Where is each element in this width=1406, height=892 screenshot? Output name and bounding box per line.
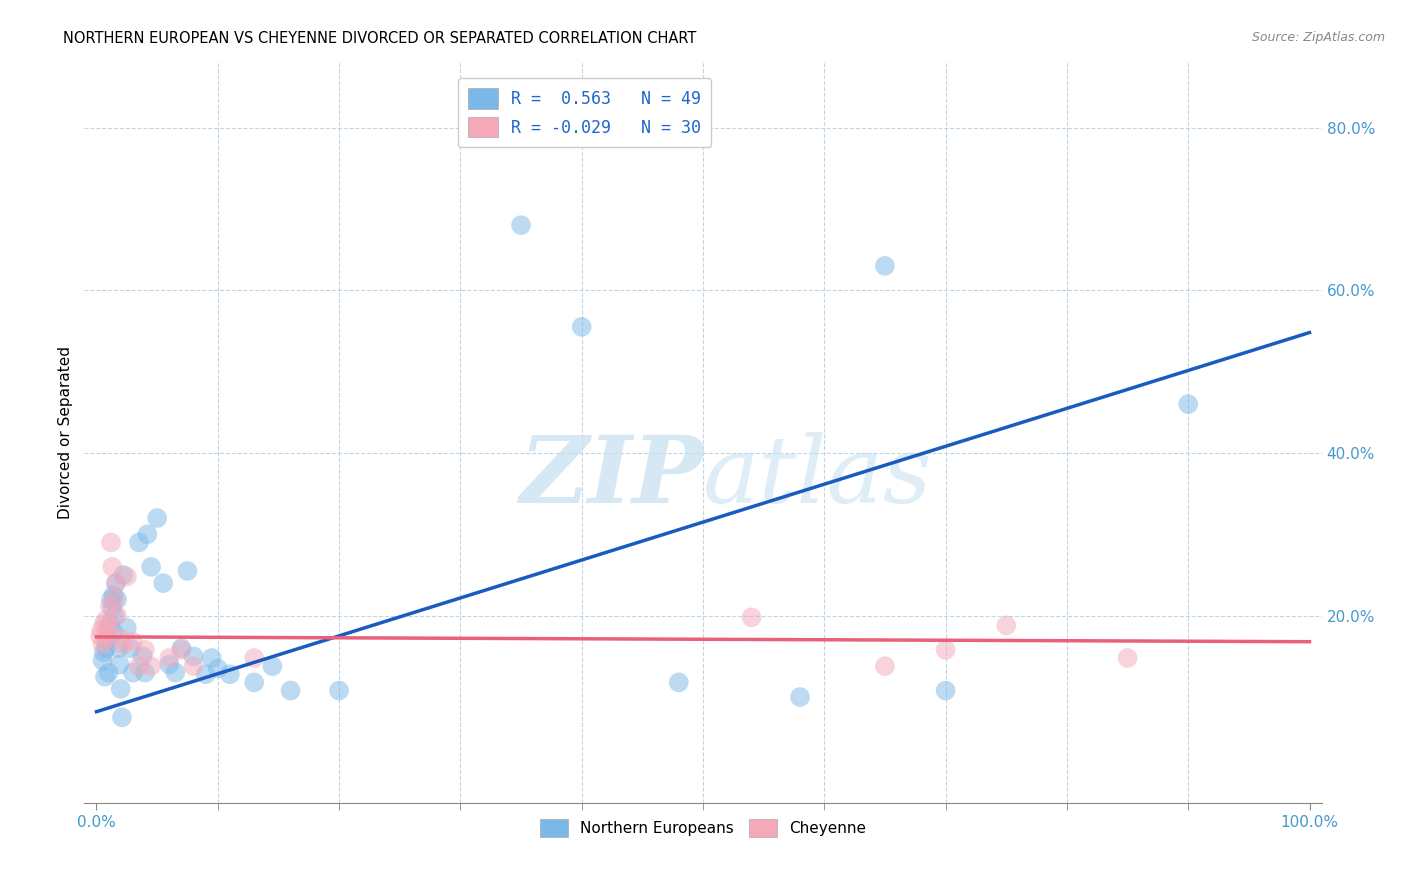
- Point: [122, 634, 145, 648]
- Point: [104, 608, 127, 623]
- Point: [100, 535, 122, 549]
- Point: [108, 657, 131, 672]
- Point: [97, 665, 120, 680]
- Point: [935, 643, 957, 657]
- Point: [128, 535, 150, 549]
- Point: [91, 637, 114, 651]
- Point: [89, 629, 111, 643]
- Point: [152, 576, 174, 591]
- Point: [262, 659, 284, 673]
- Point: [935, 683, 957, 698]
- Point: [120, 641, 142, 656]
- Point: [789, 690, 811, 704]
- Point: [94, 670, 117, 684]
- Point: [98, 599, 121, 613]
- Point: [96, 633, 118, 648]
- Point: [112, 637, 135, 651]
- Point: [194, 667, 217, 681]
- Point: [105, 608, 128, 623]
- Point: [90, 624, 112, 638]
- Point: [280, 683, 302, 698]
- Text: ZIP: ZIP: [519, 432, 703, 522]
- Point: [111, 710, 134, 724]
- Point: [741, 610, 763, 624]
- Point: [165, 665, 187, 680]
- Point: [139, 559, 162, 574]
- Point: [101, 600, 124, 615]
- Point: [104, 576, 127, 591]
- Point: [207, 662, 229, 676]
- Point: [243, 651, 266, 665]
- Point: [98, 616, 121, 631]
- Point: [100, 592, 122, 607]
- Text: atlas: atlas: [703, 432, 932, 522]
- Point: [91, 653, 114, 667]
- Point: [105, 592, 128, 607]
- Point: [146, 511, 169, 525]
- Point: [170, 643, 193, 657]
- Point: [139, 659, 162, 673]
- Point: [1116, 651, 1139, 665]
- Point: [136, 527, 159, 541]
- Point: [183, 649, 205, 664]
- Point: [93, 645, 115, 659]
- Point: [510, 218, 533, 232]
- Point: [873, 659, 896, 673]
- Point: [115, 569, 138, 583]
- Point: [128, 659, 150, 673]
- Point: [219, 667, 242, 681]
- Y-axis label: Divorced or Separated: Divorced or Separated: [58, 346, 73, 519]
- Point: [1177, 397, 1199, 411]
- Point: [112, 568, 135, 582]
- Point: [110, 681, 132, 696]
- Point: [183, 659, 205, 673]
- Point: [115, 621, 138, 635]
- Point: [94, 632, 117, 646]
- Point: [243, 675, 266, 690]
- Point: [873, 259, 896, 273]
- Point: [104, 592, 127, 607]
- Point: [101, 559, 124, 574]
- Point: [122, 665, 145, 680]
- Text: Source: ZipAtlas.com: Source: ZipAtlas.com: [1251, 31, 1385, 45]
- Point: [96, 641, 118, 656]
- Point: [96, 626, 118, 640]
- Point: [571, 319, 593, 334]
- Point: [134, 665, 156, 680]
- Text: NORTHERN EUROPEAN VS CHEYENNE DIVORCED OR SEPARATED CORRELATION CHART: NORTHERN EUROPEAN VS CHEYENNE DIVORCED O…: [63, 31, 696, 46]
- Legend: Northern Europeans, Cheyenne: Northern Europeans, Cheyenne: [534, 813, 872, 843]
- Point: [668, 675, 690, 690]
- Point: [96, 613, 118, 627]
- Point: [170, 641, 193, 656]
- Point: [110, 632, 132, 646]
- Point: [995, 618, 1018, 632]
- Point: [328, 683, 350, 698]
- Point: [107, 641, 129, 656]
- Point: [104, 576, 127, 591]
- Point: [131, 649, 153, 664]
- Point: [157, 651, 180, 665]
- Point: [157, 657, 180, 672]
- Point: [97, 621, 120, 635]
- Point: [103, 588, 125, 602]
- Point: [103, 624, 125, 639]
- Point: [93, 616, 115, 631]
- Point: [134, 643, 156, 657]
- Point: [201, 651, 224, 665]
- Point: [176, 564, 198, 578]
